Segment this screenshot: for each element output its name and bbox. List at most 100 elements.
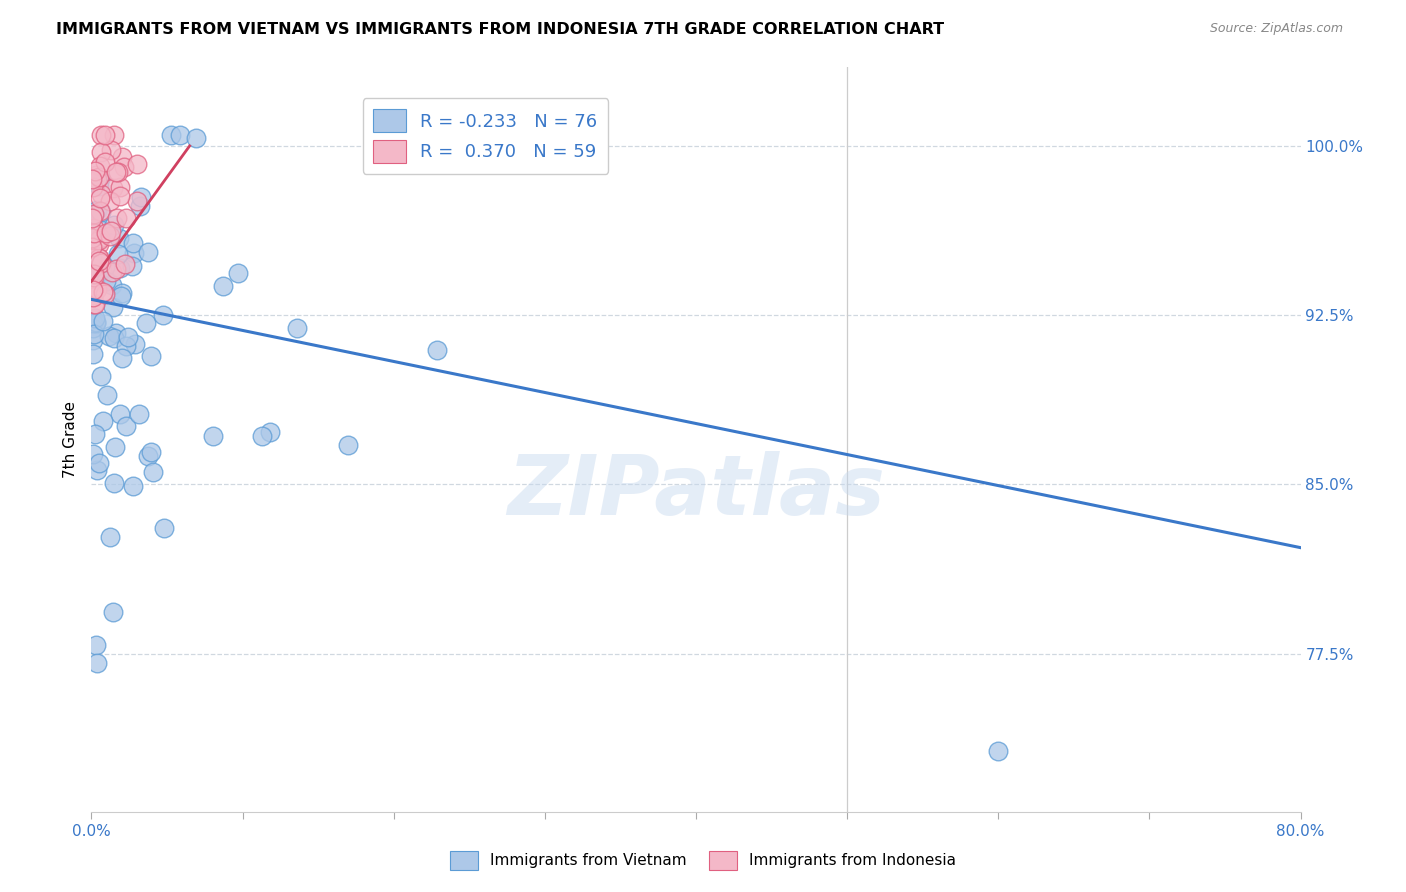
Point [184, 131, 207, 145]
Point [114, 419, 136, 434]
Point [108, 261, 131, 276]
Point [82, 321, 104, 335]
Point [128, 199, 150, 213]
Point [89, 231, 111, 245]
Point [124, 336, 146, 351]
Point [228, 266, 250, 280]
Point [94, 128, 117, 143]
Point [83, 269, 105, 284]
Point [127, 194, 149, 209]
Point [122, 246, 145, 260]
Text: IMMIGRANTS FROM VIETNAM VS IMMIGRANTS FROM INDONESIA 7TH GRADE CORRELATION CHART: IMMIGRANTS FROM VIETNAM VS IMMIGRANTS FR… [56, 22, 945, 37]
Point [82, 241, 104, 255]
Point [127, 157, 149, 171]
Point [82, 316, 104, 330]
Point [82, 283, 104, 297]
Point [100, 143, 122, 157]
Point [103, 331, 125, 345]
Point [90, 128, 112, 142]
Point [89, 159, 111, 173]
Legend: R = -0.233   N = 76, R =  0.370   N = 59: R = -0.233 N = 76, R = 0.370 N = 59 [363, 98, 609, 174]
Point [139, 349, 162, 363]
Point [89, 233, 111, 247]
Point [152, 308, 174, 322]
Point [83, 297, 105, 311]
Point [110, 189, 132, 203]
Point [115, 339, 138, 353]
Point [86, 282, 108, 296]
Point [212, 279, 235, 293]
Point [121, 260, 143, 274]
Point [122, 479, 145, 493]
Point [110, 289, 132, 303]
Point [103, 128, 125, 142]
Point [87, 254, 110, 268]
Point [82, 333, 104, 347]
Point [82, 447, 104, 461]
Point [82, 260, 104, 275]
Point [94, 155, 117, 169]
Point [90, 186, 112, 201]
Point [89, 171, 111, 186]
Point [252, 428, 274, 442]
Point [83, 226, 105, 240]
Point [87, 251, 110, 265]
Point [80, 172, 103, 186]
Point [987, 744, 1010, 758]
Point [98, 328, 121, 343]
Point [87, 169, 110, 184]
Point [86, 657, 108, 671]
Point [105, 211, 128, 225]
Point [83, 426, 105, 441]
Point [101, 264, 124, 278]
Point [287, 320, 309, 334]
Point [103, 476, 125, 491]
Point [100, 224, 122, 238]
Y-axis label: 7th Grade: 7th Grade [63, 401, 79, 478]
Point [83, 221, 105, 235]
Point [89, 204, 111, 219]
Point [121, 236, 143, 251]
Point [90, 205, 112, 219]
Point [90, 256, 112, 270]
Point [80, 211, 103, 226]
Point [86, 202, 108, 217]
Point [129, 190, 152, 204]
Point [84, 168, 107, 182]
Point [93, 413, 115, 427]
Point [83, 297, 105, 311]
Point [141, 465, 163, 479]
Point [94, 274, 117, 288]
Legend: Immigrants from Vietnam, Immigrants from Indonesia: Immigrants from Vietnam, Immigrants from… [443, 843, 963, 877]
Point [87, 179, 110, 194]
Point [93, 286, 115, 301]
Point [101, 605, 124, 619]
Point [84, 316, 107, 330]
Point [96, 388, 118, 402]
Point [82, 179, 104, 194]
Point [83, 207, 105, 221]
Point [83, 208, 105, 222]
Point [114, 257, 136, 271]
Text: ZIPatlas: ZIPatlas [508, 451, 884, 532]
Point [84, 283, 107, 297]
Point [87, 456, 110, 470]
Point [87, 236, 110, 251]
Point [84, 638, 107, 652]
Point [259, 425, 281, 439]
Point [138, 450, 160, 464]
Point [103, 301, 125, 315]
Point [104, 441, 127, 455]
Point [82, 251, 104, 265]
Point [426, 343, 449, 357]
Point [169, 128, 191, 142]
Point [98, 229, 121, 244]
Point [111, 351, 134, 365]
Point [111, 150, 134, 164]
Point [89, 191, 111, 205]
Point [159, 128, 181, 142]
Point [135, 316, 157, 330]
Point [108, 231, 131, 245]
Point [94, 260, 117, 275]
Point [82, 290, 104, 304]
